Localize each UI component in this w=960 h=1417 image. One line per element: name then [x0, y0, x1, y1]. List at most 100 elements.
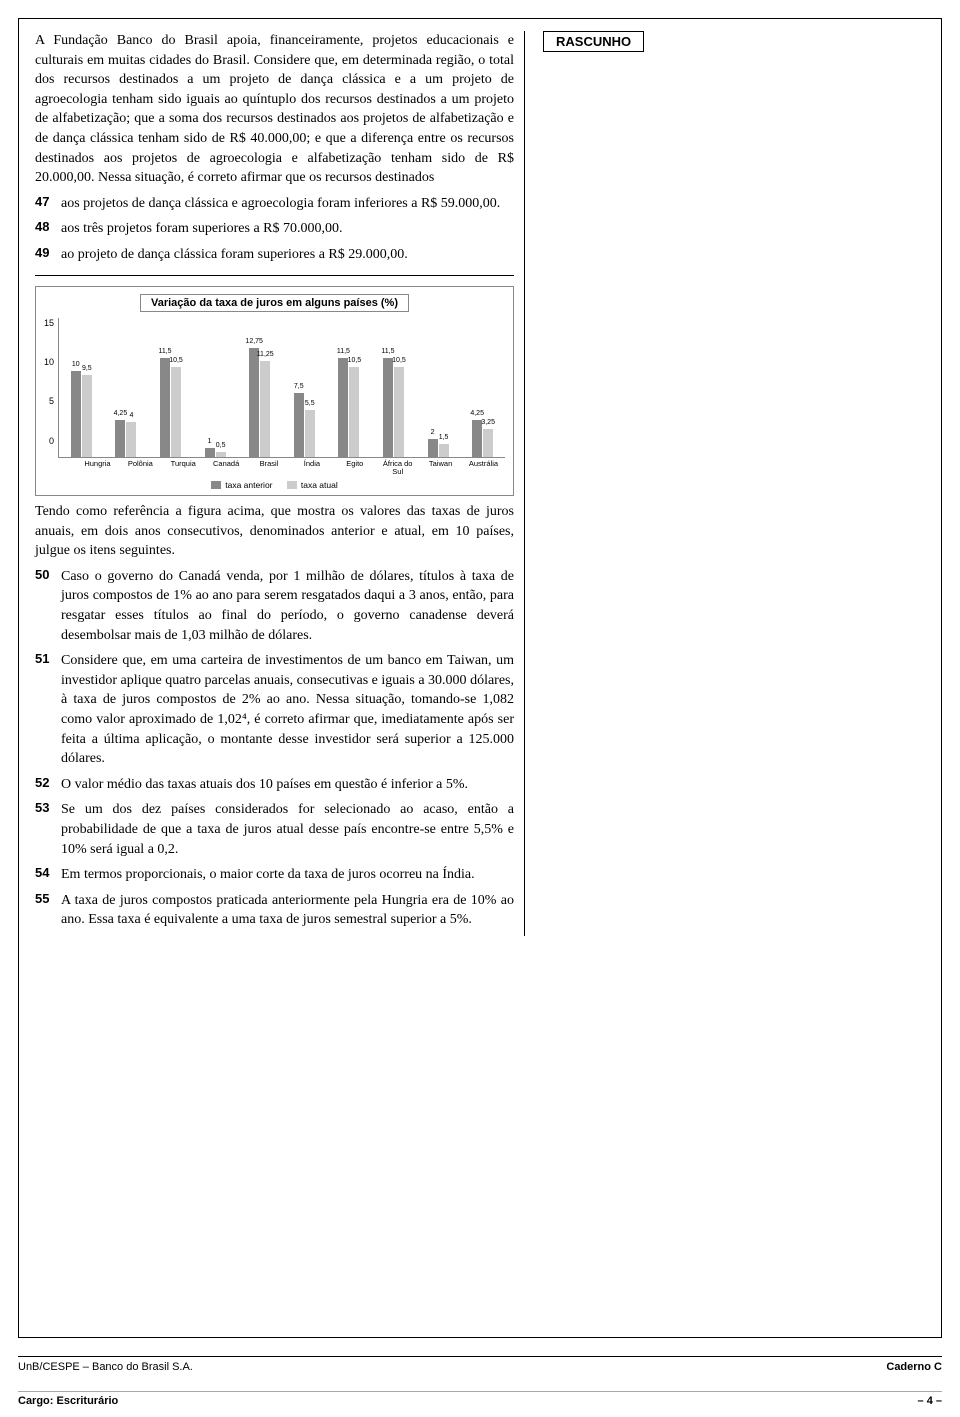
- page-footer-top: UnB/CESPE – Banco do Brasil S.A. Caderno…: [18, 1356, 942, 1373]
- bar-value-label: 3,25: [481, 419, 495, 426]
- item-number: 50: [35, 567, 61, 645]
- bar-group: 4,254: [115, 420, 136, 456]
- bar-prev: 1: [205, 448, 215, 457]
- bar-curr: 5,5: [305, 410, 315, 457]
- interest-rate-chart: Variação da taxa de juros em alguns país…: [35, 286, 514, 497]
- item-number: 52: [35, 775, 61, 795]
- item-text: O valor médio das taxas atuais dos 10 pa…: [61, 775, 514, 795]
- footer-left-bottom: Cargo: Escriturário: [18, 1395, 118, 1407]
- bar-value-label: 10,5: [169, 357, 183, 364]
- item-text: aos três projetos foram superiores a R$ …: [61, 219, 514, 239]
- question-item: 53Se um dos dez países considerados for …: [35, 800, 514, 859]
- legend-prev: taxa anterior: [211, 480, 272, 490]
- bar-prev: 7,5: [294, 393, 304, 457]
- bar-value-label: 4,25: [114, 410, 128, 417]
- legend-prev-label: taxa anterior: [225, 480, 272, 490]
- bar-prev: 10: [71, 371, 81, 456]
- bar-group: 4,253,25: [472, 420, 493, 456]
- item-number: 51: [35, 651, 61, 769]
- item-number: 54: [35, 865, 61, 885]
- bar-value-label: 10: [72, 361, 80, 368]
- question-item: 49ao projeto de dança clássica foram sup…: [35, 245, 514, 265]
- bar-value-label: 10,5: [392, 357, 406, 364]
- chart-title: Variação da taxa de juros em alguns país…: [140, 294, 409, 312]
- footer-right-bottom: – 4 –: [918, 1395, 942, 1407]
- chart-y-axis: 151050: [44, 318, 58, 458]
- bar-curr: 9,5: [82, 375, 92, 456]
- bar-group: 11,510,5: [160, 358, 181, 456]
- legend-curr: taxa atual: [287, 480, 338, 490]
- item-number: 53: [35, 800, 61, 859]
- x-axis-label: Taiwan: [423, 460, 459, 477]
- page-frame: A Fundação Banco do Brasil apoia, financ…: [18, 18, 942, 1338]
- bar-value-label: 10,5: [348, 357, 362, 364]
- bar-value-label: 0,5: [216, 442, 226, 449]
- bar-curr: 0,5: [216, 452, 226, 456]
- x-axis-label: Canadá: [208, 460, 244, 477]
- page-footer-bottom: Cargo: Escriturário – 4 –: [18, 1391, 942, 1407]
- x-axis-label: Brasil: [251, 460, 287, 477]
- item-text: Caso o governo do Canadá venda, por 1 mi…: [61, 567, 514, 645]
- bar-curr: 10,5: [171, 367, 181, 457]
- x-axis-label: Turquia: [165, 460, 201, 477]
- x-axis-label: Índia: [294, 460, 330, 477]
- columns: A Fundação Banco do Brasil apoia, financ…: [35, 31, 925, 936]
- footer-left-top: UnB/CESPE – Banco do Brasil S.A.: [18, 1361, 193, 1373]
- bar-prev: 12,75: [249, 348, 259, 457]
- question-item: 48aos três projetos foram superiores a R…: [35, 219, 514, 239]
- rascunho-label: RASCUNHO: [543, 31, 644, 52]
- bar-curr: 1,5: [439, 444, 449, 457]
- question-item: 51Considere que, em uma carteira de inve…: [35, 651, 514, 769]
- intro-paragraph-2: Tendo como referência a figura acima, qu…: [35, 502, 514, 561]
- x-axis-label: Austrália: [465, 460, 501, 477]
- question-item: 55A taxa de juros compostos praticada an…: [35, 891, 514, 930]
- item-text: ao projeto de dança clássica foram super…: [61, 245, 514, 265]
- bar-value-label: 1: [208, 438, 212, 445]
- x-axis-label: Egito: [337, 460, 373, 477]
- bar-curr: 10,5: [349, 367, 359, 457]
- bar-value-label: 11,5: [158, 348, 171, 355]
- item-text: A taxa de juros compostos praticada ante…: [61, 891, 514, 930]
- question-item: 50Caso o governo do Canadá venda, por 1 …: [35, 567, 514, 645]
- legend-curr-label: taxa atual: [301, 480, 338, 490]
- chart-x-labels: Hungria Polônia Turquia Canadá Brasil Índia Eg…: [58, 460, 505, 477]
- bar-prev: 2: [428, 439, 438, 456]
- item-number: 47: [35, 194, 61, 214]
- bar-curr: 4: [126, 422, 136, 456]
- bar-group: 109,5: [71, 371, 92, 456]
- bar-curr: 3,25: [483, 429, 493, 457]
- question-item: 54Em termos proporcionais, o maior corte…: [35, 865, 514, 885]
- item-number: 48: [35, 219, 61, 239]
- bar-value-label: 12,75: [245, 338, 263, 345]
- item-text: aos projetos de dança clássica e agroeco…: [61, 194, 514, 214]
- item-number: 55: [35, 891, 61, 930]
- bar-value-label: 1,5: [439, 434, 449, 441]
- bar-value-label: 11,25: [257, 351, 274, 358]
- item-text: Considere que, em uma carteira de invest…: [61, 651, 514, 769]
- bar-value-label: 5,5: [305, 400, 315, 407]
- left-column: A Fundação Banco do Brasil apoia, financ…: [35, 31, 525, 936]
- right-column: RASCUNHO: [539, 31, 925, 936]
- x-axis-label: África do Sul: [380, 460, 416, 477]
- bar-value-label: 11,5: [337, 348, 350, 355]
- bar-group: 21,5: [428, 439, 449, 456]
- divider: [35, 275, 514, 276]
- bar-group: 11,510,5: [338, 358, 359, 456]
- item-text: Em termos proporcionais, o maior corte d…: [61, 865, 514, 885]
- bar-value-label: 4,25: [470, 410, 484, 417]
- bar-group: 11,510,5: [383, 358, 404, 456]
- bar-prev: 4,25: [115, 420, 125, 456]
- bar-curr: 10,5: [394, 367, 404, 457]
- bar-prev: 11,5: [160, 358, 170, 456]
- bar-value-label: 2: [431, 429, 435, 436]
- bar-value-label: 9,5: [82, 365, 92, 372]
- x-axis-label: Hungria: [79, 460, 115, 477]
- intro-paragraph-1: A Fundação Banco do Brasil apoia, financ…: [35, 31, 514, 188]
- item-text: Se um dos dez países considerados for se…: [61, 800, 514, 859]
- chart-plot: 109,54,25411,510,510,512,7511,257,55,511…: [58, 318, 505, 458]
- bar-group: 10,5: [205, 448, 226, 457]
- bar-group: 12,7511,25: [249, 348, 270, 457]
- footer-right-top: Caderno C: [886, 1361, 942, 1373]
- x-axis-label: Polônia: [122, 460, 158, 477]
- question-item: 47aos projetos de dança clássica e agroe…: [35, 194, 514, 214]
